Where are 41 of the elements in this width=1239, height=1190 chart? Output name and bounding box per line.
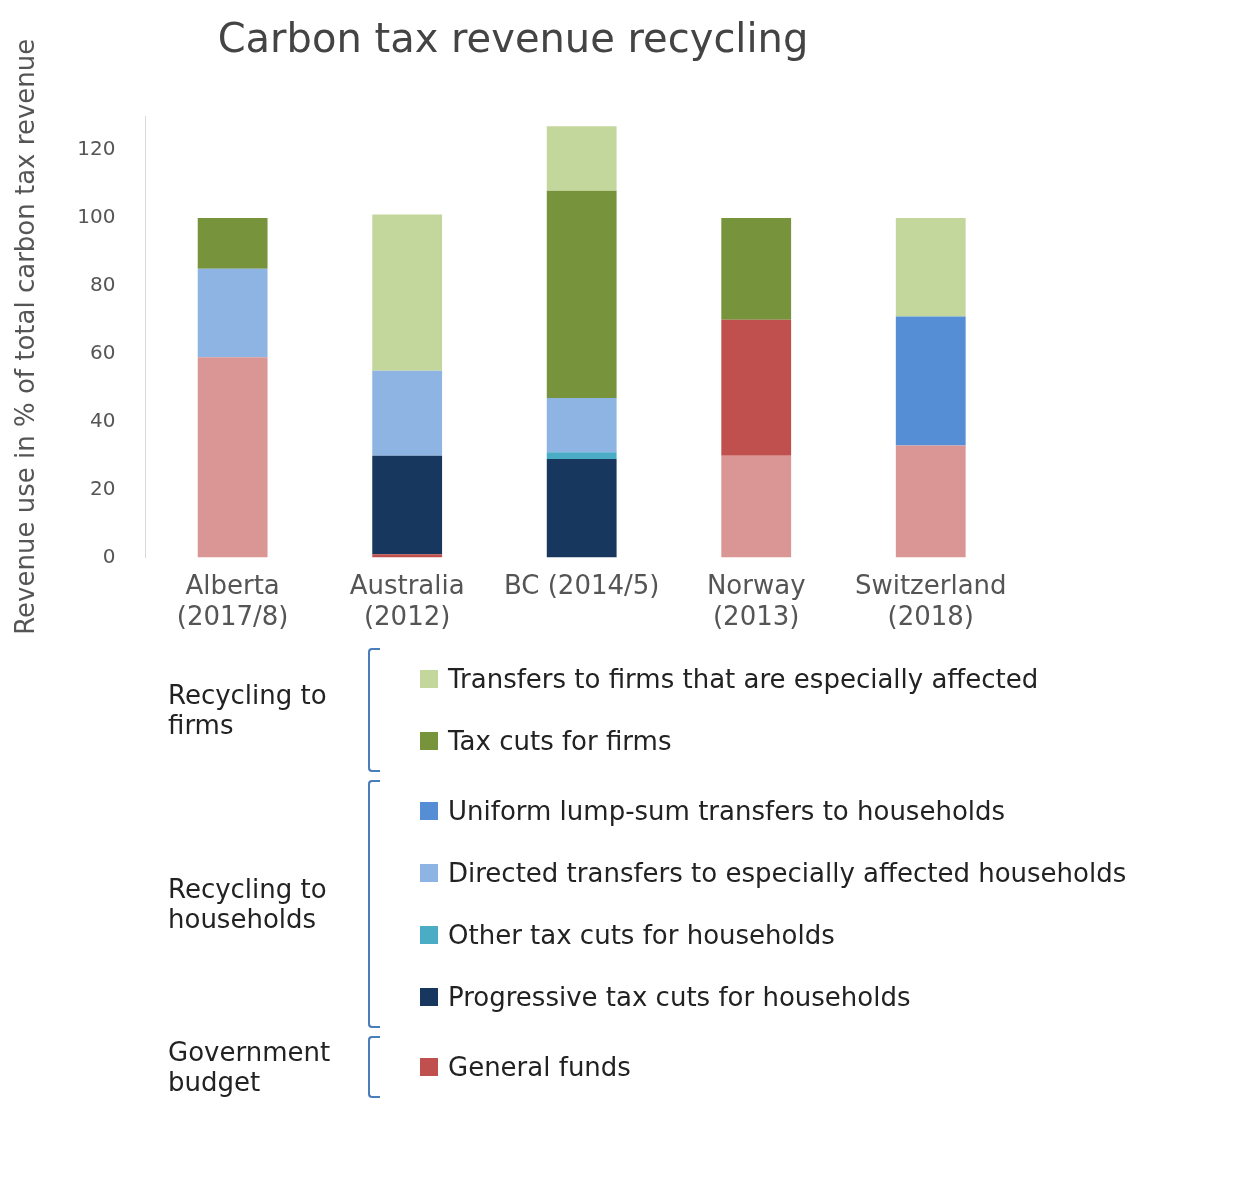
- y-tick-label: 120: [77, 136, 116, 161]
- legend-label: Directed transfers to especially affected households: [448, 858, 1127, 888]
- bar: [546, 397, 617, 453]
- x-tick-label: BC (2014/5): [503, 569, 660, 600]
- bar: [372, 214, 443, 371]
- x-tick-label: Australia (2012): [349, 569, 465, 632]
- bar: [895, 217, 966, 317]
- text: Government budget: [168, 1037, 332, 1097]
- legend-label: Transfers to firms that are especially affected: [448, 664, 1039, 694]
- bar: [721, 319, 792, 456]
- bar: [197, 217, 268, 269]
- bar: [721, 455, 792, 558]
- legend-label: Tax cuts for firms: [448, 726, 672, 756]
- bar: [546, 452, 617, 460]
- legend-label: General funds: [448, 1052, 631, 1082]
- x-tick-label: Switzerland (2018): [854, 569, 1007, 632]
- y-tick-label: 60: [89, 339, 116, 364]
- bar: [197, 268, 268, 358]
- bar: [546, 126, 617, 191]
- bar: [372, 455, 443, 555]
- bar: [721, 217, 792, 320]
- bar: [197, 357, 268, 558]
- legend-label: Uniform lump-sum transfers to households: [448, 796, 1006, 826]
- text: Recycling to firms: [168, 680, 328, 740]
- y-tick-label: 20: [89, 475, 116, 500]
- y-tick-label: 40: [89, 407, 116, 432]
- x-tick-label: Norway (2013): [706, 569, 806, 632]
- bar: [895, 445, 966, 558]
- text: Recycling to households: [168, 874, 328, 934]
- bar: [546, 190, 617, 398]
- bar: [546, 459, 617, 558]
- bar: [372, 370, 443, 456]
- y-tick-label: 80: [89, 272, 116, 297]
- bar: [895, 316, 966, 446]
- legend-label: Other tax cuts for households: [448, 920, 835, 950]
- y-tick-label: 100: [77, 204, 116, 229]
- x-tick-label: Alberta (2017/8): [176, 569, 289, 632]
- chart-title: Carbon tax revenue recycling: [217, 15, 809, 62]
- y-axis-title: Revenue use in % of total carbon tax revenue: [10, 38, 41, 635]
- legend-label: Progressive tax cuts for households: [448, 982, 911, 1012]
- y-tick-label: 0: [102, 543, 116, 568]
